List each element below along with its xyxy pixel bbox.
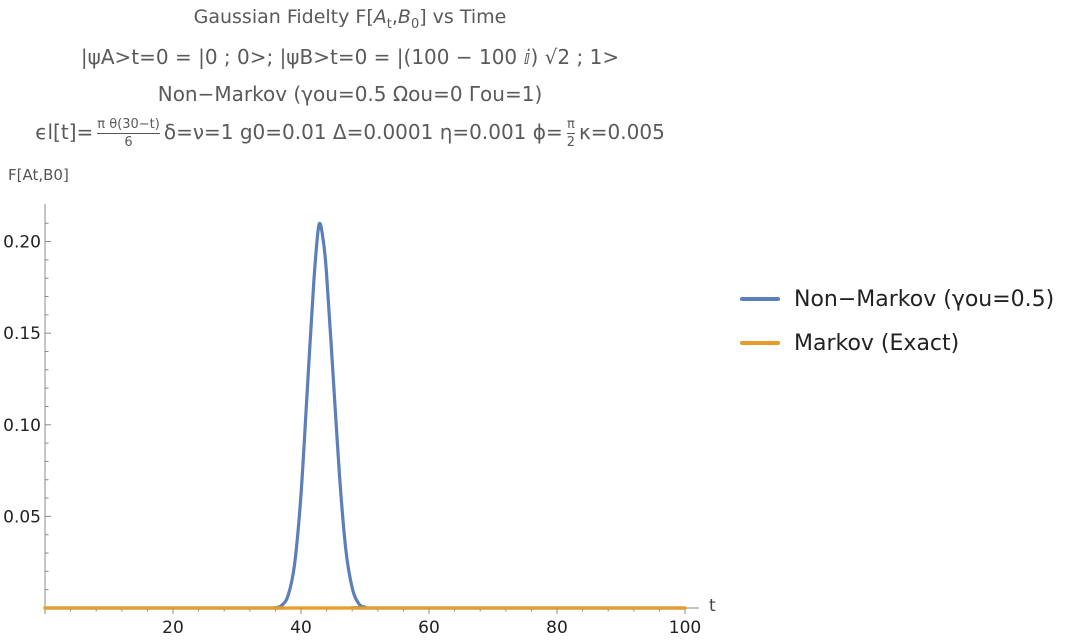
legend-swatch-markov — [740, 341, 780, 345]
chart-title-line-2: |ψA>t=0 = |0 ; 0>; |ψB>t=0 = |(100 − 100… — [80, 45, 620, 69]
axes: 20 40 60 80 100 0.05 0.10 0.15 0.20 — [3, 204, 701, 638]
x-tick-label: 100 — [669, 618, 701, 638]
legend-label-markov: Markov (Exact) — [794, 330, 960, 356]
y-tick-label: 0.05 — [3, 507, 41, 527]
legend-item-markov: Markov (Exact) — [740, 328, 959, 358]
legend-item-non-markov: Non−Markov (γou=0.5) — [740, 284, 1054, 314]
legend-swatch-non-markov — [740, 297, 780, 301]
series-layer — [43, 221, 687, 610]
chart-title-line-1: Gaussian Fidelty F[At,B0] vs Time — [193, 6, 507, 32]
y-tick-label: 0.20 — [3, 233, 41, 253]
x-tick-label: 40 — [290, 618, 312, 638]
chart-title-line-3: Non−Markov (γou=0.5 Ωou=0 Γou=1) — [157, 82, 543, 106]
x-axis-label: t — [709, 596, 716, 616]
x-tick-label: 80 — [546, 618, 568, 638]
x-tick-label: 20 — [162, 618, 184, 638]
fraction-theta: π θ(30−t) 6 — [97, 117, 160, 150]
series-line-non-markov — [43, 221, 687, 610]
x-tick-label: 60 — [418, 618, 440, 638]
legend-label-non-markov: Non−Markov (γou=0.5) — [794, 286, 1055, 312]
y-axis-label: F[At,B0] — [8, 166, 69, 184]
chart-title-line-4: ϵl[t]= π θ(30−t) 6 δ=ν=1 g0=0.01 Δ=0.0001 η… — [35, 117, 665, 150]
y-tick-label: 0.10 — [3, 416, 41, 436]
y-tick-label: 0.15 — [3, 324, 41, 344]
